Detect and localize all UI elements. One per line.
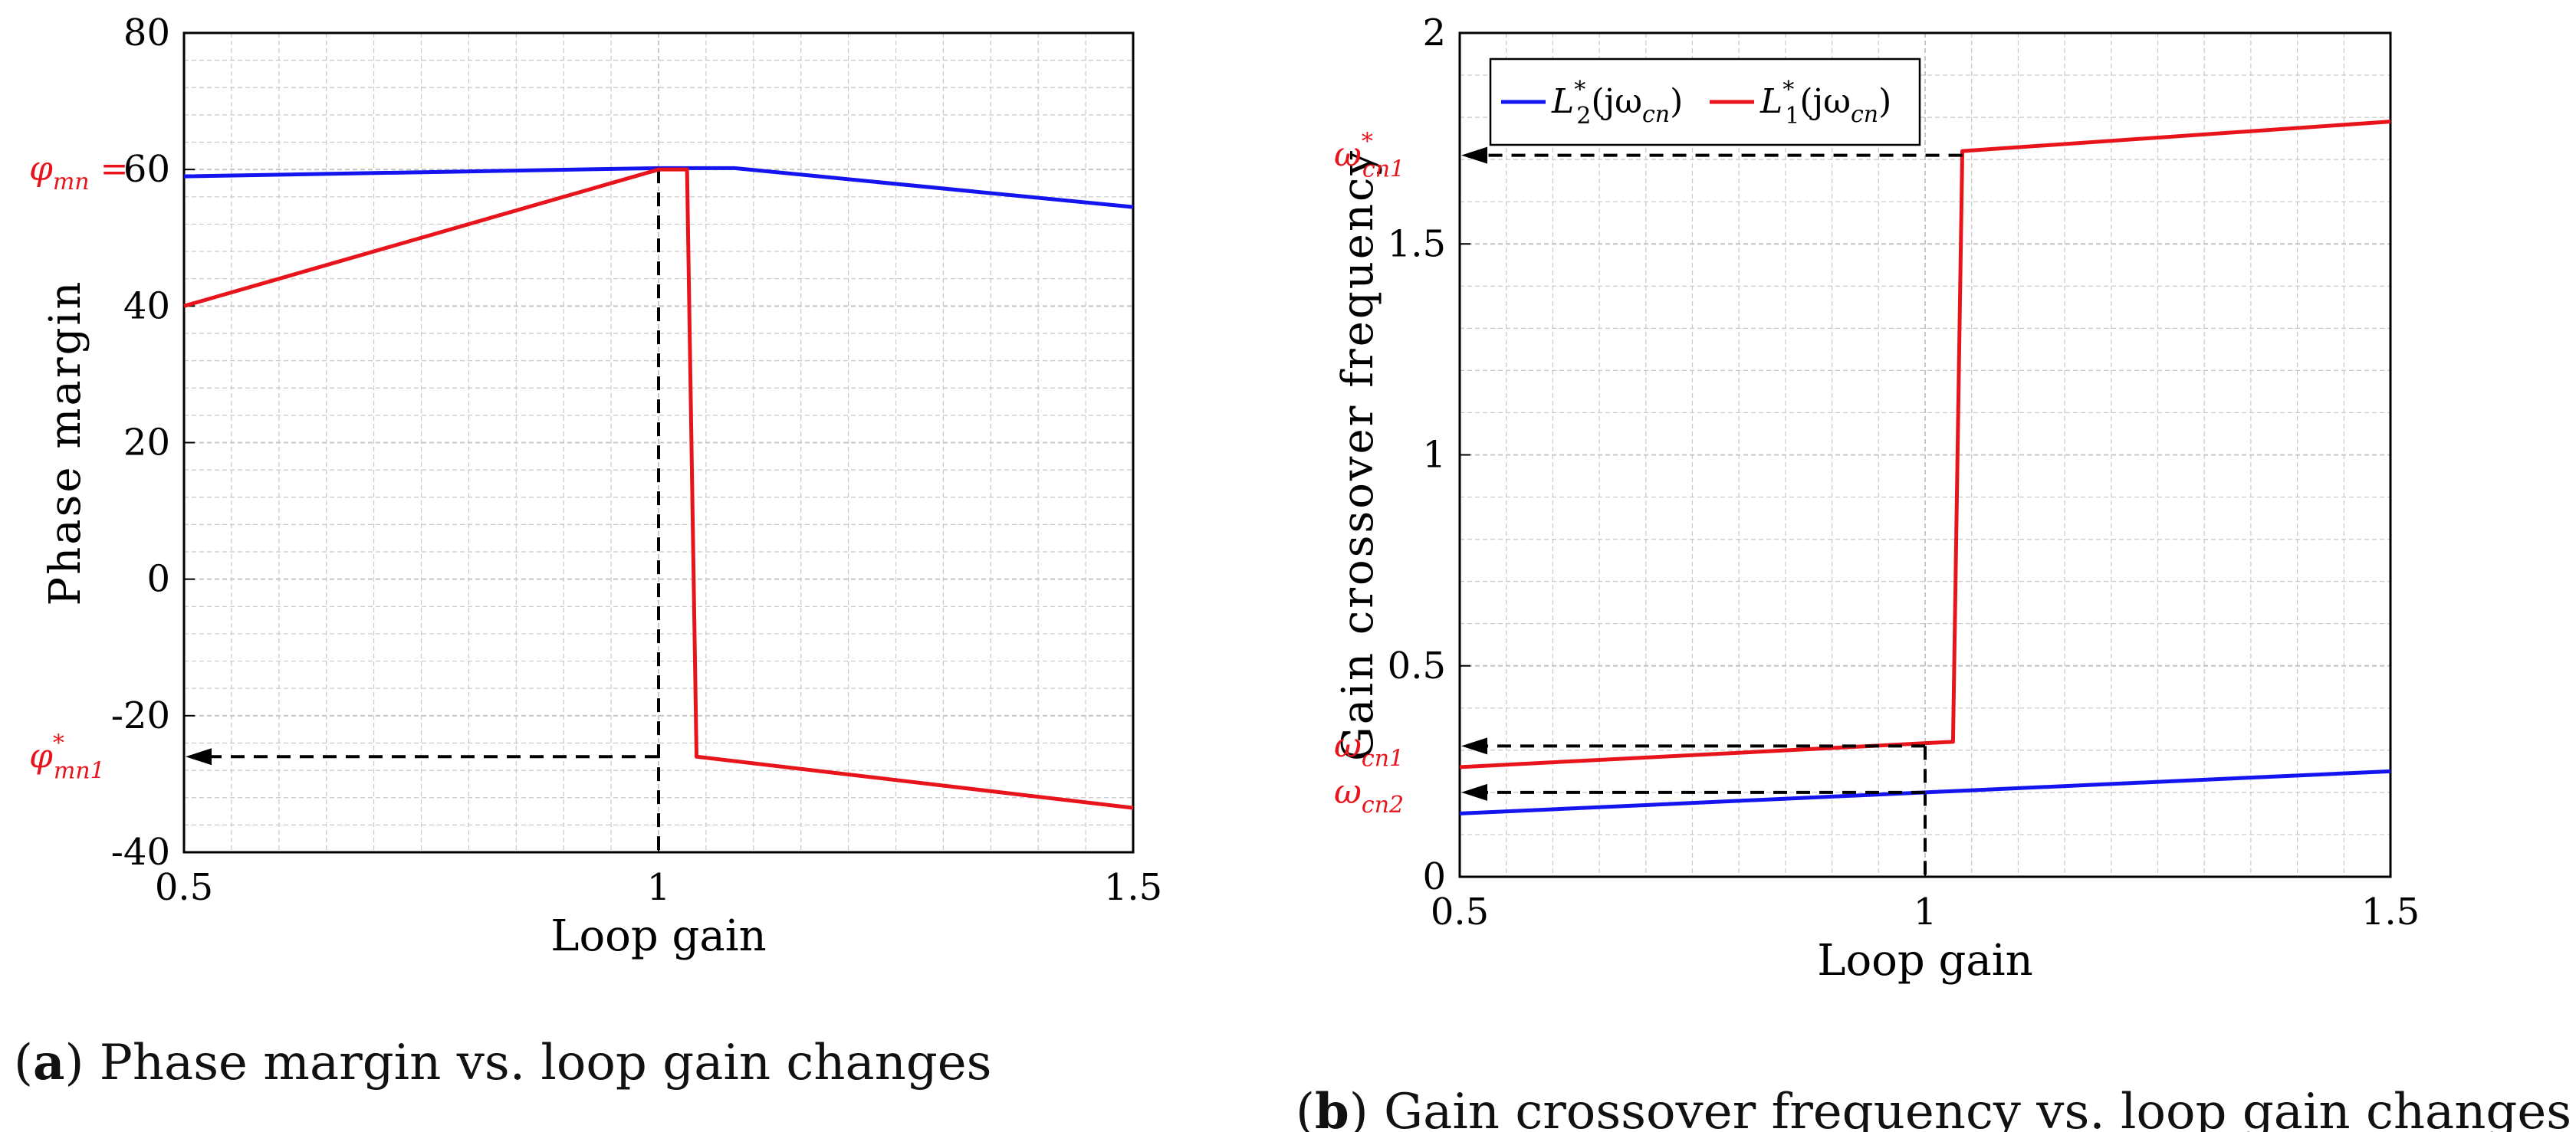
x-tick-label: 1.5 bbox=[2361, 891, 2420, 933]
y-tick-label: -40 bbox=[111, 831, 170, 874]
chart-a: 0.5 1 1.5 -40 -20 0 20 40 60 80 Loop gain Phase mar… bbox=[14, 11, 1162, 1091]
y-axis-title: Phase margin bbox=[41, 280, 90, 606]
annotation-label: ωcn2​ bbox=[1334, 773, 1404, 819]
y-tick-label: 0 bbox=[1422, 855, 1446, 898]
series-line-red bbox=[183, 167, 1134, 810]
y-tick-label: 80 bbox=[123, 11, 170, 54]
annotation-label: φmn​ = bbox=[29, 149, 128, 195]
arrow-head bbox=[1461, 737, 1487, 755]
y-tick-label: 0 bbox=[146, 558, 170, 601]
annotation-label: ωcn1​ bbox=[1334, 726, 1404, 772]
y-tick-label: 2 bbox=[1422, 11, 1446, 54]
annotation-label: φ*mn1​ bbox=[29, 730, 105, 784]
x-tick-label: 1.5 bbox=[1104, 866, 1162, 909]
x-tick-label: 1 bbox=[1914, 891, 1937, 933]
y-tick-label: 1.5 bbox=[1388, 222, 1446, 265]
grid bbox=[183, 32, 1134, 853]
arrow-head bbox=[1461, 146, 1487, 164]
series-line-blue bbox=[183, 166, 1134, 209]
x-tick-label: 0.5 bbox=[1431, 891, 1489, 933]
legend-label: L* 2(jωcn) bbox=[1551, 77, 1683, 130]
arrow-head bbox=[1461, 783, 1487, 801]
y-tick-label: -20 bbox=[111, 694, 170, 737]
legend-box bbox=[1489, 57, 1921, 146]
caption-a: (a) Phase margin vs. loop gain changes bbox=[14, 1034, 992, 1091]
y-tick-label: 20 bbox=[123, 422, 170, 464]
y-tick-label: 60 bbox=[123, 148, 170, 191]
caption-b: (b) Gain crossover frequency vs. loop ga… bbox=[1296, 1083, 2571, 1132]
legend-label: L* 1(jωcn) bbox=[1760, 77, 1891, 130]
series-line-red bbox=[1459, 120, 2391, 769]
annotation-label: ω*cn1​ bbox=[1334, 129, 1405, 183]
y-tick-label: 40 bbox=[123, 284, 170, 327]
y-tick-label: 1 bbox=[1422, 434, 1446, 477]
x-tick-label: 1 bbox=[647, 866, 671, 909]
y-axis-title: Gain crossover frequency bbox=[1333, 149, 1383, 761]
x-axis-title: Loop gain bbox=[550, 911, 766, 961]
arrow-head bbox=[186, 748, 212, 766]
y-tick-label: 0.5 bbox=[1388, 645, 1446, 687]
x-tick-label: 0.5 bbox=[155, 866, 213, 909]
x-axis-title: Loop gain bbox=[1817, 936, 2032, 986]
legend: L* 2(jωcn) L* 1(jωcn) bbox=[1489, 57, 1921, 146]
